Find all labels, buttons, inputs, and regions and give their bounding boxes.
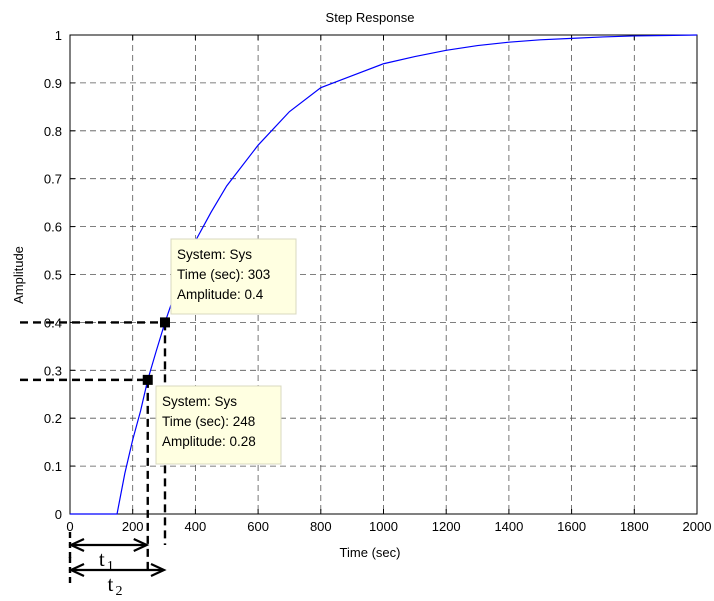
- x-tick-label: 1000: [369, 519, 398, 534]
- x-tick-label: 2000: [683, 519, 712, 534]
- annotation-subscript: 2: [115, 584, 122, 599]
- y-tick-label: 1: [55, 28, 62, 43]
- datatip-line: Amplitude: 0.28: [162, 434, 256, 449]
- x-tick-label: 0: [66, 519, 73, 534]
- y-tick-label: 0.6: [44, 220, 62, 235]
- x-tick-label: 1600: [557, 519, 586, 534]
- datatip-marker: [143, 375, 153, 385]
- datatips: System: Sys Time (sec): 303 Amplitude: 0.4…: [156, 239, 296, 464]
- x-tick-label: 200: [122, 519, 144, 534]
- y-tick-label: 0.9: [44, 76, 62, 91]
- y-tick-label: 0.7: [44, 172, 62, 187]
- datatip-line: Time (sec): 303: [177, 267, 270, 282]
- y-tick-label: 0: [55, 507, 62, 522]
- x-tick-label: 1400: [494, 519, 523, 534]
- annotation-label: t: [107, 572, 113, 596]
- x-tick-label: 1200: [432, 519, 461, 534]
- datatip-marker: [160, 317, 170, 327]
- x-tick-label: 400: [185, 519, 207, 534]
- y-tick-label: 0.8: [44, 124, 62, 139]
- datatip-line: Amplitude: 0.4: [177, 287, 264, 302]
- datatip-line: System: Sys: [162, 394, 237, 409]
- x-tick-label: 800: [310, 519, 332, 534]
- x-axis-label: Time (sec): [340, 545, 401, 560]
- x-tick-label: 600: [247, 519, 269, 534]
- axis-ticks: 0 200 400 600 800 1000 1200 1400 1600 1800 2000 0 0.…: [44, 28, 712, 534]
- y-tick-label: 0.3: [44, 363, 62, 378]
- datatip-line: System: Sys: [177, 247, 252, 262]
- y-tick-label: 0.5: [44, 268, 62, 283]
- chart-title: Step Response: [326, 10, 415, 25]
- y-tick-label: 0.1: [44, 459, 62, 474]
- y-axis-label: Amplitude: [11, 246, 26, 304]
- x-tick-label: 1800: [620, 519, 649, 534]
- datatip-line: Time (sec): 248: [162, 414, 255, 429]
- y-tick-label: 0.2: [44, 411, 62, 426]
- time-annotations: t 1t 2: [70, 532, 164, 599]
- annotation-label: t: [99, 547, 105, 571]
